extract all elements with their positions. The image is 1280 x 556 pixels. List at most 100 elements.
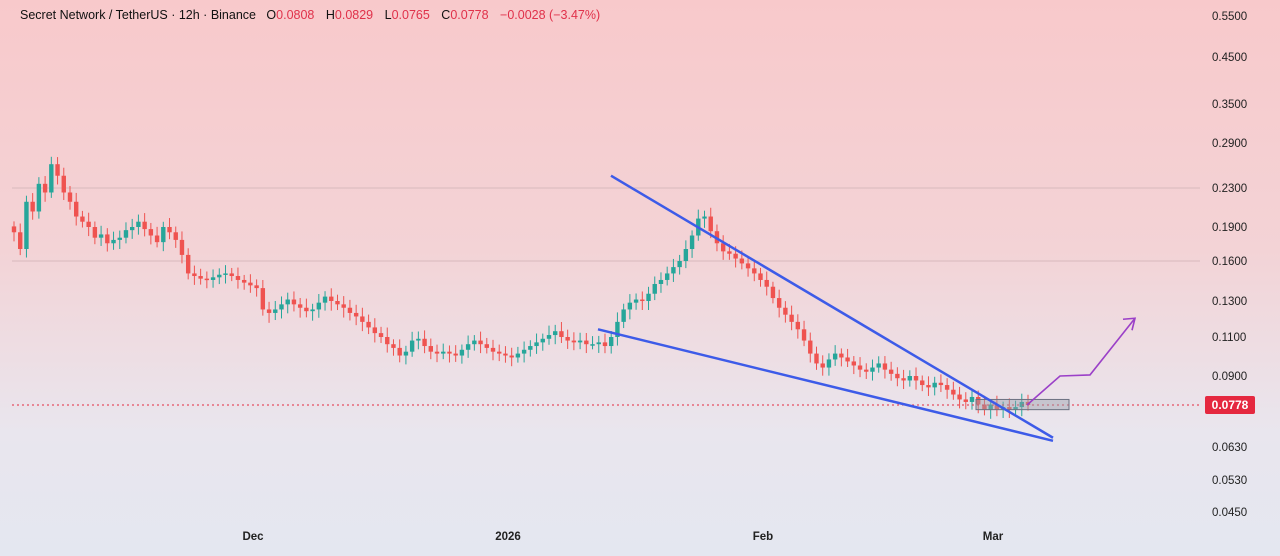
candle-body [67, 192, 73, 202]
candle-body [453, 353, 458, 356]
candle-body [154, 235, 160, 243]
candle-body [273, 309, 278, 313]
candle-body [503, 353, 508, 356]
candle-body [11, 226, 17, 233]
candle-body [378, 333, 384, 337]
candle-body [571, 340, 577, 343]
candle-body [434, 351, 440, 354]
candle-body [820, 363, 825, 368]
y-tick-label: 0.1900 [1212, 222, 1247, 234]
candle-body [279, 304, 284, 310]
candle-body [509, 355, 514, 358]
candle-body [472, 340, 477, 345]
candle-body [596, 342, 601, 345]
y-tick-label: 0.0450 [1212, 507, 1247, 519]
candle-body [322, 296, 328, 303]
candle-body [223, 273, 228, 275]
grid [12, 187, 1200, 262]
candle-body [528, 346, 533, 350]
candle-body [36, 183, 42, 212]
candle-body [1007, 407, 1012, 410]
candle-body [957, 394, 962, 400]
candle-body [720, 243, 726, 252]
candle-body [814, 353, 819, 364]
candle-body [621, 309, 626, 322]
candle-body [316, 302, 322, 310]
candle-body [123, 230, 129, 238]
candle-body [907, 376, 913, 381]
candle-body [864, 369, 869, 372]
candle-body [888, 369, 894, 374]
candle-body [727, 251, 732, 254]
y-tick-label: 0.2300 [1212, 183, 1247, 195]
candle-body [913, 376, 919, 381]
y-tick-label: 0.3500 [1212, 99, 1247, 111]
candle-body [105, 234, 110, 244]
candle-body [764, 279, 769, 287]
candle-body [932, 382, 937, 388]
low-label: L [384, 8, 392, 22]
candle-body [136, 221, 141, 227]
candle-body [497, 351, 502, 354]
candle-body [565, 337, 570, 341]
candle-body [994, 404, 1000, 410]
candle-body [80, 216, 85, 222]
breakout-zone [975, 398, 1070, 411]
candle-body [385, 337, 390, 345]
candle-body [74, 201, 79, 217]
candle-body [758, 273, 763, 280]
candle-body [590, 344, 595, 346]
candle-body [627, 302, 633, 310]
candle-body [403, 351, 409, 356]
candle-body [857, 365, 863, 370]
candle-body [664, 273, 670, 280]
candle-body [702, 216, 707, 219]
y-tick-label: 0.1100 [1212, 332, 1246, 344]
candle-body [297, 304, 303, 308]
candle-body [111, 239, 116, 244]
candle-body [161, 227, 166, 243]
candle-body [708, 216, 713, 232]
candle-body [870, 367, 875, 372]
candle-body [478, 340, 483, 345]
candle-body [733, 253, 738, 259]
candle-body [640, 299, 645, 302]
y-axis: 0.5500 0.4500 0.3500 0.2900 0.2300 0.1900 0.16… [1212, 11, 1247, 519]
x-tick-label: Mar [983, 531, 1004, 543]
candle-body [901, 378, 906, 381]
candle-body [18, 232, 23, 250]
overlays [12, 174, 1200, 442]
candle-body [969, 396, 975, 402]
candle-body [129, 227, 135, 231]
projection-path [1026, 317, 1136, 406]
candle-body [185, 254, 191, 274]
candle-body [920, 380, 925, 386]
y-tick-label: 0.0530 [1212, 475, 1247, 487]
candle-body [86, 221, 91, 227]
candle-body [347, 307, 353, 313]
y-tick-label: 0.2900 [1212, 138, 1247, 150]
candle-body [341, 304, 346, 308]
candle-body [826, 359, 832, 368]
candle-body [248, 282, 253, 286]
candle-body [192, 273, 197, 277]
candle-body [422, 338, 427, 347]
candle-body [235, 276, 241, 280]
candle-body [254, 285, 259, 289]
y-tick-label: 0.0630 [1212, 442, 1247, 454]
candles [11, 156, 1031, 419]
candle-body [546, 335, 552, 339]
candle-body [839, 353, 844, 358]
candle-body [484, 344, 489, 348]
candle-body [148, 229, 154, 236]
x-tick-label: Dec [242, 531, 264, 543]
candle-body [963, 399, 968, 402]
candle-body [1019, 401, 1024, 408]
change-value: −0.0028 (−3.47%) [500, 8, 601, 22]
candle-body [353, 312, 359, 317]
candle-body [615, 321, 620, 337]
candle-body [428, 346, 433, 352]
candle-body [459, 349, 465, 356]
candle-body [304, 307, 309, 312]
